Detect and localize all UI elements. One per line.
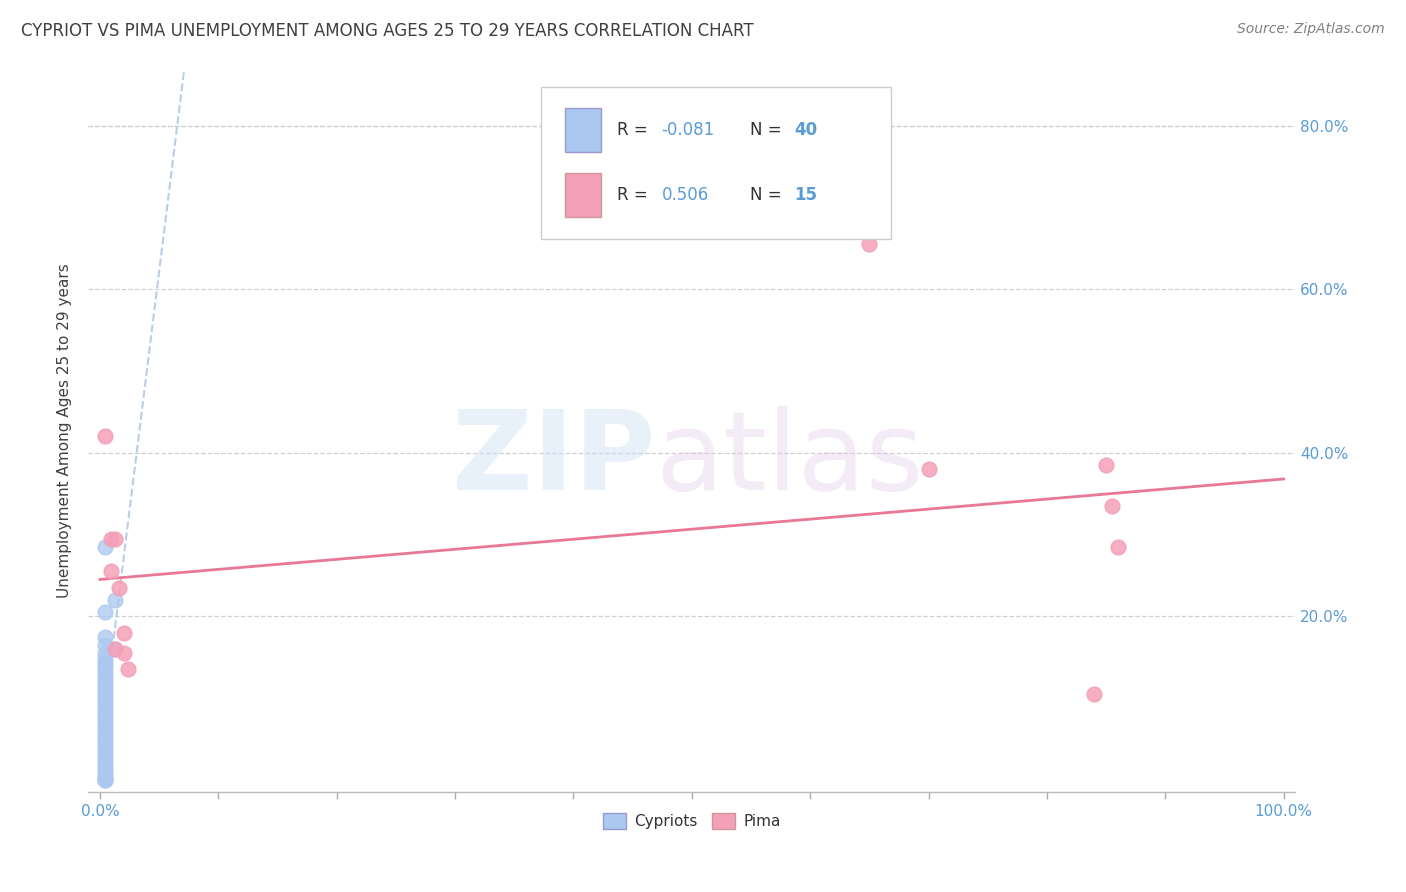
Point xyxy=(93,726,115,740)
Y-axis label: Unemployment Among Ages 25 to 29 years: Unemployment Among Ages 25 to 29 years xyxy=(58,263,72,598)
Point xyxy=(1083,687,1105,701)
Point xyxy=(1095,458,1118,472)
Text: N =: N = xyxy=(749,186,786,204)
Text: R =: R = xyxy=(617,186,652,204)
Point xyxy=(93,693,115,707)
Text: CYPRIOT VS PIMA UNEMPLOYMENT AMONG AGES 25 TO 29 YEARS CORRELATION CHART: CYPRIOT VS PIMA UNEMPLOYMENT AMONG AGES … xyxy=(21,22,754,40)
Point xyxy=(112,625,135,640)
Point xyxy=(93,742,115,756)
Point xyxy=(93,739,115,753)
Point xyxy=(93,660,115,674)
Point xyxy=(93,710,115,724)
Text: R =: R = xyxy=(617,121,652,139)
Point xyxy=(93,772,115,787)
Point xyxy=(112,646,135,660)
Point xyxy=(93,651,115,665)
Point xyxy=(93,681,115,695)
Bar xyxy=(565,108,602,152)
Point xyxy=(93,605,115,619)
Legend: Cypriots, Pima: Cypriots, Pima xyxy=(598,806,786,835)
Point xyxy=(93,730,115,744)
Point xyxy=(858,237,880,252)
Point xyxy=(104,592,127,607)
Point xyxy=(93,638,115,652)
Point xyxy=(93,701,115,715)
Point xyxy=(93,673,115,687)
Text: 40: 40 xyxy=(794,121,817,139)
Point xyxy=(93,656,115,670)
Point xyxy=(100,532,122,546)
Text: -0.081: -0.081 xyxy=(662,121,714,139)
Point xyxy=(93,755,115,769)
Point xyxy=(108,581,131,595)
Point xyxy=(93,770,115,784)
Text: 15: 15 xyxy=(794,186,817,204)
Point xyxy=(104,532,127,546)
Point xyxy=(93,630,115,644)
Point xyxy=(93,668,115,682)
Point xyxy=(117,662,139,676)
Point xyxy=(93,747,115,761)
Point xyxy=(93,685,115,699)
Text: N =: N = xyxy=(749,121,786,139)
FancyBboxPatch shape xyxy=(541,87,891,238)
Point xyxy=(93,759,115,773)
Point xyxy=(93,767,115,781)
Point xyxy=(93,772,115,786)
Point xyxy=(93,750,115,764)
Point xyxy=(93,722,115,736)
Point xyxy=(93,763,115,777)
Text: atlas: atlas xyxy=(655,406,924,513)
Point xyxy=(93,429,115,443)
Text: 0.506: 0.506 xyxy=(662,186,709,204)
Point xyxy=(1101,499,1123,513)
Point xyxy=(93,646,115,660)
Point xyxy=(93,734,115,748)
Point xyxy=(1107,540,1129,554)
Point xyxy=(93,698,115,712)
Text: Source: ZipAtlas.com: Source: ZipAtlas.com xyxy=(1237,22,1385,37)
Point xyxy=(104,641,127,656)
Point xyxy=(93,690,115,704)
Point xyxy=(93,718,115,732)
Point xyxy=(917,462,939,476)
Point xyxy=(100,564,122,578)
Point xyxy=(93,664,115,678)
Point xyxy=(104,641,127,656)
Point xyxy=(93,772,115,787)
Point xyxy=(93,540,115,554)
Point xyxy=(93,714,115,728)
Point xyxy=(93,677,115,691)
Point xyxy=(93,706,115,720)
Bar xyxy=(565,173,602,217)
Text: ZIP: ZIP xyxy=(453,406,655,513)
